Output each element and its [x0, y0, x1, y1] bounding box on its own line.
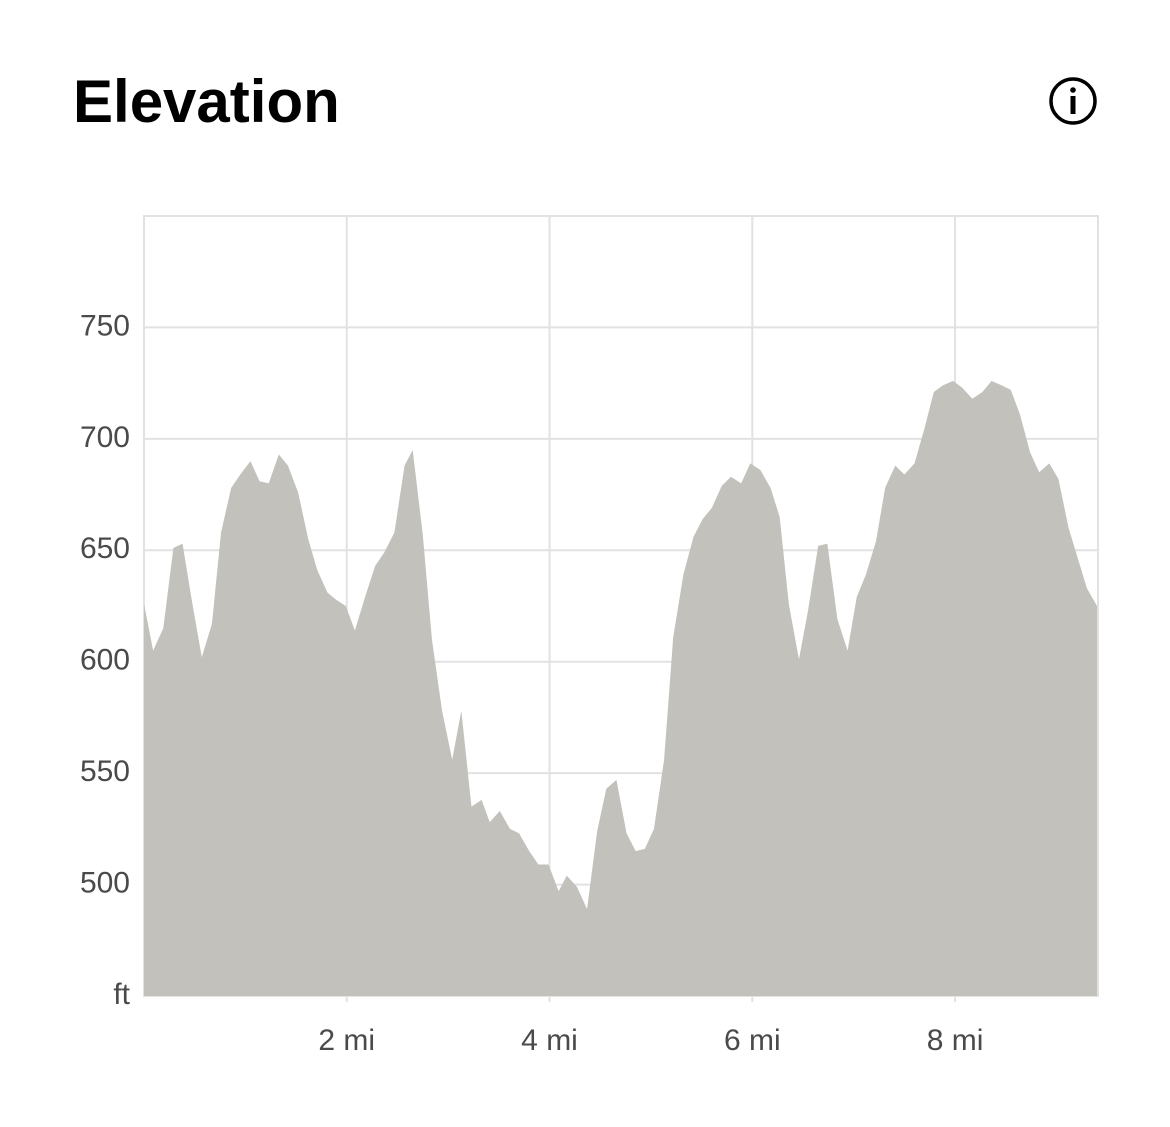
- y-tick-label: 500: [80, 866, 130, 899]
- elevation-area: [144, 380, 1097, 996]
- y-tick-label: ft: [113, 978, 130, 1011]
- x-tick-label: 2 mi: [318, 1024, 375, 1057]
- info-dot: [1070, 87, 1076, 93]
- info-button[interactable]: [1049, 77, 1097, 125]
- x-tick-label: 4 mi: [521, 1024, 578, 1057]
- y-tick-label: 650: [80, 532, 130, 565]
- x-tick-label: 8 mi: [927, 1024, 984, 1057]
- info-stem: [1070, 96, 1076, 114]
- y-tick-label: 750: [80, 309, 130, 342]
- info-icon[interactable]: [1049, 77, 1097, 125]
- y-tick-label: 700: [80, 421, 130, 454]
- x-tick-label: 6 mi: [724, 1024, 781, 1057]
- chart-title: Elevation: [73, 68, 340, 135]
- y-tick-label: 600: [80, 644, 130, 677]
- y-tick-label: 550: [80, 755, 130, 788]
